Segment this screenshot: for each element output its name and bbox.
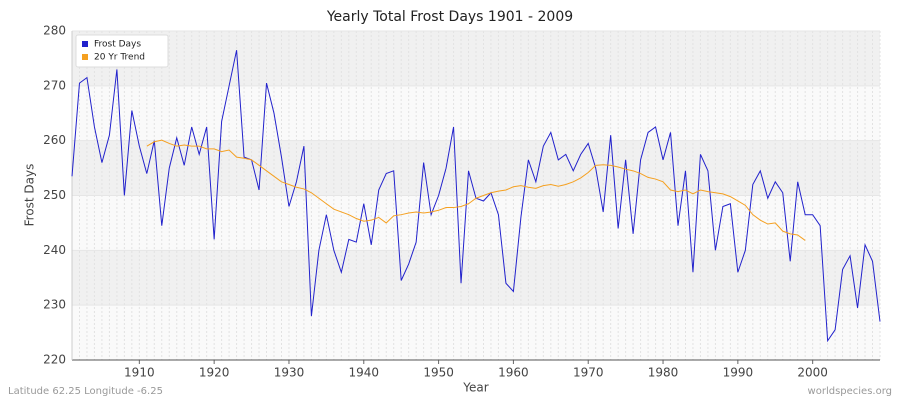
x-tick-label: 1960	[498, 366, 529, 380]
legend-label: Frost Days	[94, 40, 141, 50]
x-tick-label: 1910	[124, 366, 155, 380]
y-tick-label: 230	[43, 298, 66, 312]
legend-label: 20 Yr Trend	[94, 53, 145, 63]
x-tick-label: 1930	[274, 366, 305, 380]
legend-swatch	[82, 41, 88, 47]
y-tick-label: 220	[43, 353, 66, 367]
footer-right: worldspecies.org	[808, 386, 892, 397]
x-axis-label: Year	[462, 381, 488, 395]
legend-box	[75, 34, 169, 68]
y-tick-label: 280	[43, 24, 66, 38]
y-tick-label: 260	[43, 133, 66, 147]
y-tick-label: 240	[43, 243, 66, 257]
y-tick-label: 250	[43, 188, 66, 202]
x-tick-label: 1970	[573, 366, 604, 380]
y-tick-label: 270	[43, 78, 66, 92]
chart-title: Yearly Total Frost Days 1901 - 2009	[326, 9, 573, 25]
series-line	[146, 139, 806, 241]
x-tick-label: 1990	[723, 366, 754, 380]
x-tick-label: 2000	[797, 366, 828, 380]
x-tick-label: 1980	[648, 366, 679, 380]
x-tick-label: 1950	[423, 366, 454, 380]
x-tick-label: 1940	[349, 366, 380, 380]
footer-left: Latitude 62.25 Longitude -6.25	[8, 386, 163, 397]
legend-swatch	[82, 54, 88, 60]
x-tick-label: 1920	[199, 366, 230, 380]
y-axis-label: Frost Days	[23, 164, 37, 227]
